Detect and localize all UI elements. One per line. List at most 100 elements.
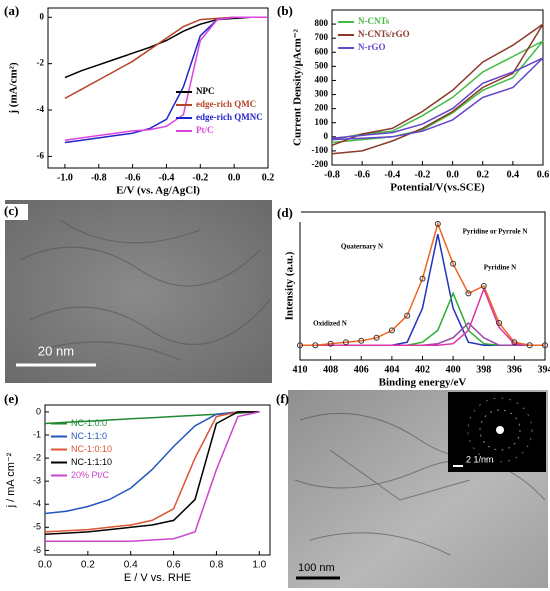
- data-point: [312, 342, 319, 349]
- data-point: [450, 260, 457, 267]
- legend-label: NC-1:1:0: [71, 431, 107, 441]
- data-point: [358, 337, 365, 344]
- legend-label: NC-1:1:10: [71, 457, 112, 467]
- x-tick-label: 404: [384, 364, 399, 375]
- data-line: [300, 234, 545, 346]
- legend-label: NC-1:0:0: [71, 418, 107, 428]
- legend-label: NC-1:0:10: [71, 444, 112, 454]
- y-tick-label: 300: [315, 89, 329, 99]
- x-axis-label: Binding energy/eV: [379, 377, 467, 389]
- x-tick-label: 0.6: [537, 169, 550, 180]
- legend-label: edge-rich QMC: [196, 99, 256, 109]
- data-point: [419, 275, 426, 282]
- panel-label: (e): [4, 391, 18, 406]
- data-line: [331, 23, 544, 155]
- panel-label-box: [2, 4, 28, 20]
- data-line: [300, 286, 545, 346]
- x-tick-label: 398: [476, 364, 491, 375]
- y-tick-label: -100: [312, 145, 329, 155]
- x-tick-label: 0.0: [38, 560, 52, 571]
- data-point: [465, 290, 472, 297]
- plot-frame: [47, 7, 269, 169]
- y-tick-label: -3: [33, 476, 41, 486]
- y-axis-label: j (mA/cm²): [8, 62, 20, 115]
- x-tick-label: -0.4: [159, 172, 175, 183]
- y-tick-label: -4: [33, 499, 41, 509]
- x-tick-label: -0.4: [384, 169, 400, 180]
- data-line: [64, 16, 268, 100]
- scale-bar-label: 100 nm: [298, 562, 335, 574]
- x-tick-label: 406: [354, 364, 369, 375]
- panel-label: (f): [276, 391, 289, 406]
- data-point: [496, 320, 503, 326]
- diffraction-ring: [479, 409, 521, 451]
- legend-label: 20% Pt/C: [71, 470, 110, 480]
- y-tick-label: 400: [315, 75, 329, 85]
- y-tick-label: -2: [33, 452, 41, 462]
- legend-label: edge-rich QMNC: [196, 112, 263, 122]
- panel-label: (a): [4, 3, 19, 18]
- legend-label: NPC: [196, 86, 215, 96]
- panel-label-box: [2, 392, 28, 408]
- x-tick-label: -0.6: [125, 172, 141, 183]
- data-point: [542, 342, 548, 349]
- panel-label: (b): [277, 3, 293, 18]
- x-tick-label: 0.6: [167, 560, 181, 571]
- x-tick-label: 402: [415, 364, 430, 375]
- annotation: Pyridine N: [484, 264, 516, 272]
- x-tick-label: 408: [323, 364, 338, 375]
- data-point: [297, 342, 303, 349]
- data-line: [44, 411, 260, 535]
- y-tick-label: 800: [315, 18, 329, 28]
- y-tick-label: 500: [315, 60, 329, 70]
- plot-frame: [331, 9, 544, 166]
- data-point: [434, 220, 441, 227]
- y-tick-label: -6: [33, 545, 41, 555]
- data-point: [327, 340, 334, 347]
- x-tick-label: -0.6: [354, 169, 370, 180]
- x-tick-label: 1.0: [252, 560, 266, 571]
- x-tick-label: -0.8: [324, 169, 340, 180]
- data-point: [404, 312, 411, 319]
- x-tick-label: 0.0: [228, 172, 241, 183]
- data-line: [300, 221, 545, 346]
- data-line: [331, 57, 544, 141]
- data-line: [64, 16, 268, 79]
- data-point: [511, 339, 518, 346]
- x-tick-label: 0.0: [446, 169, 459, 180]
- y-tick-label: -2: [37, 58, 45, 68]
- annotation: Quaternary N: [341, 243, 383, 251]
- texture: [294, 412, 546, 556]
- x-tick-label: -1.0: [57, 172, 73, 183]
- y-tick-label: -1: [33, 429, 41, 439]
- x-tick-label: 396: [507, 364, 522, 375]
- panel-label-box: [2, 204, 28, 220]
- y-tick-label: 100: [315, 117, 329, 127]
- data-point: [342, 339, 349, 346]
- x-tick-label: 0.2: [262, 172, 275, 183]
- x-axis-label: E / V vs. RHE: [124, 572, 191, 584]
- panel-label: (d): [277, 205, 293, 220]
- x-tick-label: 0.4: [507, 169, 520, 180]
- x-axis-label: E/V (vs. Ag/AgCl): [116, 185, 200, 197]
- x-tick-label: -0.2: [192, 172, 208, 183]
- x-tick-label: 0.4: [124, 560, 138, 571]
- data-point: [388, 327, 395, 334]
- data-point: [373, 334, 380, 341]
- panel-label-box: [275, 4, 301, 20]
- annotation: Oxidized N: [313, 320, 347, 328]
- x-tick-label: 410: [293, 364, 308, 375]
- y-tick-label: -6: [37, 150, 45, 160]
- legend-label: N-CNTs: [358, 16, 390, 26]
- y-tick-label: 200: [315, 103, 329, 113]
- data-point: [480, 283, 487, 289]
- y-tick-label: 700: [315, 32, 329, 42]
- x-tick-label: 400: [446, 364, 461, 375]
- x-tick-label: 0.8: [209, 560, 223, 571]
- data-point: [526, 342, 533, 349]
- data-line: [331, 40, 544, 144]
- diffraction-spot: [496, 426, 504, 434]
- y-tick-label: -200: [312, 159, 329, 169]
- plot-frame: [44, 404, 271, 556]
